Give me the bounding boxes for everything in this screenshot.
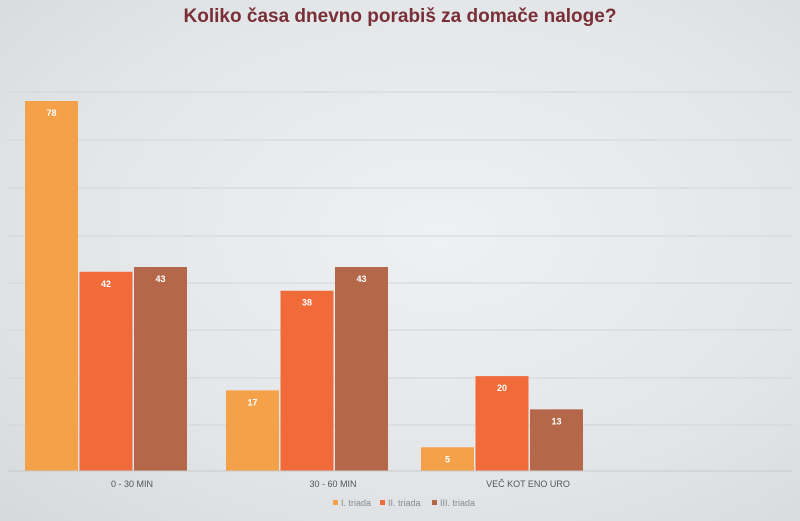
bars: 78 42 43 17 38 43 5 20 13 — [25, 101, 583, 471]
legend-entry: II. triada — [388, 498, 421, 508]
bar — [335, 267, 388, 471]
data-label: 17 — [247, 397, 257, 407]
legend-swatch — [432, 500, 437, 505]
x-tick-labels: 0 - 30 MIN 30 - 60 MIN VEČ KOT ENO URO — [111, 479, 570, 489]
chart-title: Koliko časa dnevno porabiš za domače nal… — [183, 6, 617, 27]
data-label: 13 — [551, 416, 561, 426]
data-label: 78 — [46, 108, 56, 118]
legend-swatch — [380, 500, 385, 505]
category-label: VEČ KOT ENO URO — [486, 479, 570, 489]
data-label: 5 — [445, 454, 450, 464]
data-label: 43 — [356, 274, 366, 284]
bar — [79, 271, 133, 471]
legend-swatch — [333, 500, 338, 505]
data-label: 43 — [155, 274, 165, 284]
bar — [134, 267, 187, 471]
bar — [280, 290, 334, 471]
bar — [421, 447, 474, 471]
legend-entry: I. triada — [341, 498, 371, 508]
data-label: 20 — [497, 383, 507, 393]
category-label: 30 - 60 MIN — [309, 479, 356, 489]
bar — [475, 376, 529, 471]
bar — [25, 101, 78, 471]
bar — [226, 390, 279, 471]
bar — [530, 409, 583, 471]
data-label: 42 — [101, 279, 111, 289]
category-label: 0 - 30 MIN — [111, 479, 153, 489]
data-label: 38 — [302, 298, 312, 308]
legend: I. triada II. triada III. triada — [333, 498, 475, 508]
legend-entry: III. triada — [440, 498, 475, 508]
